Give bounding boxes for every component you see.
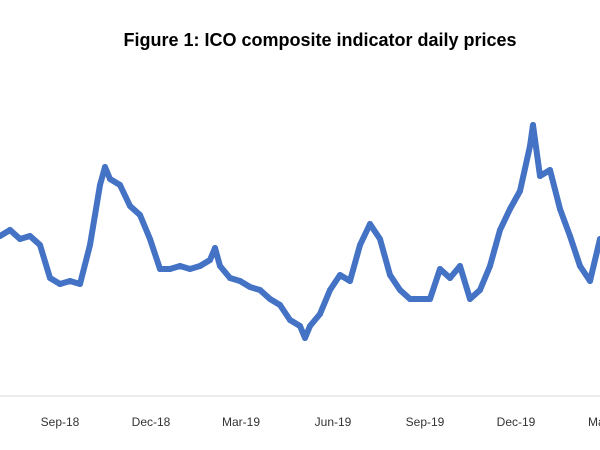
data-point xyxy=(467,296,473,302)
data-point xyxy=(77,281,83,287)
data-point xyxy=(427,296,433,302)
data-point xyxy=(437,266,443,272)
x-tick-label: Dec-18 xyxy=(132,415,171,429)
data-point xyxy=(447,275,453,281)
data-point xyxy=(307,323,313,329)
data-point xyxy=(177,263,183,269)
data-point xyxy=(217,263,223,269)
chart-title: Figure 1: ICO composite indicator daily … xyxy=(123,30,517,50)
data-point xyxy=(17,236,23,242)
data-point xyxy=(487,263,493,269)
data-point xyxy=(57,281,63,287)
data-point xyxy=(407,296,413,302)
data-point xyxy=(257,287,263,293)
data-point xyxy=(530,122,536,128)
data-point xyxy=(327,287,333,293)
data-point xyxy=(417,296,423,302)
data-point xyxy=(397,287,403,293)
data-point xyxy=(497,227,503,233)
series-line xyxy=(0,122,600,341)
data-point xyxy=(47,275,53,281)
data-point xyxy=(147,236,153,242)
x-tick-label: Jun-19 xyxy=(315,415,352,429)
data-point xyxy=(107,176,113,182)
data-point xyxy=(287,317,293,323)
x-tick-label: Mar-20 xyxy=(588,415,600,429)
data-point xyxy=(507,206,513,212)
data-point xyxy=(367,221,373,227)
data-point xyxy=(302,335,308,341)
data-point xyxy=(567,233,573,239)
data-point xyxy=(357,242,363,248)
data-point xyxy=(337,272,343,278)
data-point xyxy=(87,242,93,248)
data-point xyxy=(537,173,543,179)
data-point xyxy=(7,227,13,233)
data-point xyxy=(277,302,283,308)
data-point xyxy=(127,203,133,209)
data-point xyxy=(237,278,243,284)
data-point xyxy=(587,278,593,284)
data-point xyxy=(547,167,553,173)
data-point xyxy=(197,263,203,269)
data-point xyxy=(377,236,383,242)
data-point xyxy=(227,275,233,281)
data-point xyxy=(267,296,273,302)
data-point xyxy=(527,143,533,149)
data-point xyxy=(97,182,103,188)
data-point xyxy=(387,272,393,278)
data-point xyxy=(27,233,33,239)
data-point xyxy=(557,206,563,212)
data-point xyxy=(517,188,523,194)
x-tick-label: Dec-19 xyxy=(497,415,536,429)
data-point xyxy=(167,266,173,272)
data-point xyxy=(117,182,123,188)
data-point xyxy=(457,263,463,269)
data-point xyxy=(477,287,483,293)
data-point xyxy=(597,236,600,242)
data-point xyxy=(67,278,73,284)
data-point xyxy=(187,266,193,272)
data-point xyxy=(297,323,303,329)
data-point xyxy=(207,257,213,263)
x-tick-label: Sep-19 xyxy=(406,415,445,429)
data-point xyxy=(37,242,43,248)
data-point xyxy=(347,278,353,284)
data-point xyxy=(137,212,143,218)
data-point xyxy=(247,284,253,290)
data-point xyxy=(0,233,3,239)
data-point xyxy=(212,245,218,251)
data-point xyxy=(102,164,108,170)
x-tick-label: Mar-19 xyxy=(222,415,260,429)
data-point xyxy=(157,266,163,272)
x-tick-label: Sep-18 xyxy=(41,415,80,429)
data-point xyxy=(577,263,583,269)
data-point xyxy=(317,311,323,317)
